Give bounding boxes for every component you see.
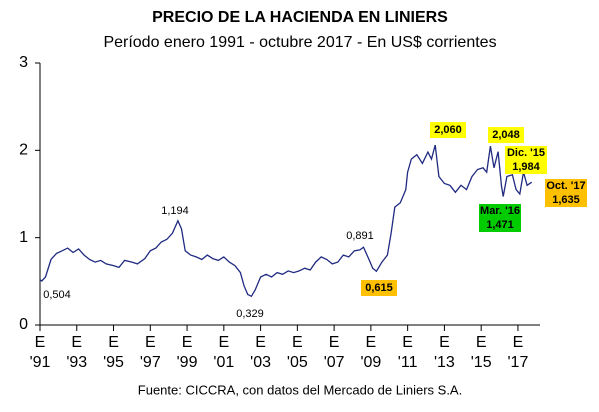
x-tick-label: E '11 xyxy=(398,334,418,371)
annotation-value: 1,635 xyxy=(552,194,580,206)
x-tick-label: E '05 xyxy=(287,334,308,371)
annotation-value: 2,060 xyxy=(434,124,462,136)
chart-subtitle: Período enero 1991 - octubre 2017 - En U… xyxy=(103,34,496,51)
x-tick-label: E '13 xyxy=(434,334,455,371)
x-tick-label-line: '95 xyxy=(103,354,124,371)
x-tick-label: E '15 xyxy=(471,334,492,371)
x-tick-label-line: E xyxy=(402,334,413,351)
x-tick-label: E '91 xyxy=(30,334,51,371)
annotation-box xyxy=(545,179,587,207)
x-tick-label-line: E xyxy=(182,334,193,351)
x-tick-label-line: '99 xyxy=(177,354,198,371)
annotation-text: Oct. '17 xyxy=(546,180,585,192)
x-tick-label: E '09 xyxy=(360,334,381,371)
x-tick-label-line: '05 xyxy=(287,354,308,371)
x-tick-label: E '93 xyxy=(66,334,87,371)
y-tick-label: 3 xyxy=(19,54,28,71)
annotation-value: 2,048 xyxy=(492,129,520,141)
x-tick-label-line: E xyxy=(513,334,524,351)
x-tick-label-line: '07 xyxy=(324,354,345,371)
x-tick-label: E '95 xyxy=(103,334,124,371)
x-tick-label-line: E xyxy=(218,334,229,351)
x-tick-label: E '03 xyxy=(250,334,271,371)
x-tick-label-line: '93 xyxy=(66,354,87,371)
x-tick-label: E '99 xyxy=(177,334,198,371)
x-tick-label-line: '09 xyxy=(360,354,381,371)
annotation-box xyxy=(479,204,521,232)
annotation-value: 0,329 xyxy=(236,308,264,320)
annotation-value: 0,615 xyxy=(365,282,393,294)
annotation-value: 0,504 xyxy=(43,289,71,301)
annotation-value: 1,471 xyxy=(486,219,514,231)
x-tick-label-line: '13 xyxy=(434,354,455,371)
x-tick-label: E '17 xyxy=(508,334,529,371)
x-tick-label-line: E xyxy=(255,334,266,351)
data-line xyxy=(39,144,533,298)
x-tick-label-line: '97 xyxy=(140,354,161,371)
annotation-text: Dic. '15 xyxy=(507,147,545,159)
x-tick-label: E '01 xyxy=(213,334,234,371)
x-tick-label-line: '17 xyxy=(508,354,529,371)
x-tick-label-line: E xyxy=(35,334,46,351)
x-tick-label-line: E xyxy=(108,334,119,351)
x-tick-label-line: E xyxy=(329,334,340,351)
x-tick-label: E '07 xyxy=(324,334,345,371)
source: Fuente: CICCRA, con datos del Mercado de… xyxy=(138,382,462,397)
annotation-box xyxy=(488,127,524,143)
y-tick-label: 0 xyxy=(19,316,28,333)
x-tick-label-line: E xyxy=(292,334,303,351)
annotation-box xyxy=(430,122,466,138)
annotation-box xyxy=(361,280,397,296)
x-tick-label-line: E xyxy=(366,334,377,351)
y-tick-label: 1 xyxy=(19,229,28,246)
chart-title: PRECIO DE LA HACIENDA EN LINIERS xyxy=(152,9,448,26)
x-tick-label-line: '01 xyxy=(213,354,234,371)
annotation-value: 1,984 xyxy=(512,161,540,173)
x-tick-label-line: E xyxy=(476,334,487,351)
annotation-text: Mar. '16 xyxy=(480,205,520,217)
x-tick-label-line: E xyxy=(145,334,156,351)
annotation-box xyxy=(505,146,547,174)
annotation-value: 0,891 xyxy=(346,230,374,242)
x-tick-label-line: E xyxy=(71,334,82,351)
x-tick-label-line: '03 xyxy=(250,354,271,371)
x-tick-label: E '97 xyxy=(140,334,161,371)
x-tick-label-line: '15 xyxy=(471,354,492,371)
x-tick-label-line: '11 xyxy=(398,354,418,371)
x-tick-label-line: E xyxy=(439,334,450,351)
annotation-value: 1,194 xyxy=(161,205,189,217)
x-tick-label-line: '91 xyxy=(30,354,51,371)
y-tick-label: 2 xyxy=(19,142,28,159)
